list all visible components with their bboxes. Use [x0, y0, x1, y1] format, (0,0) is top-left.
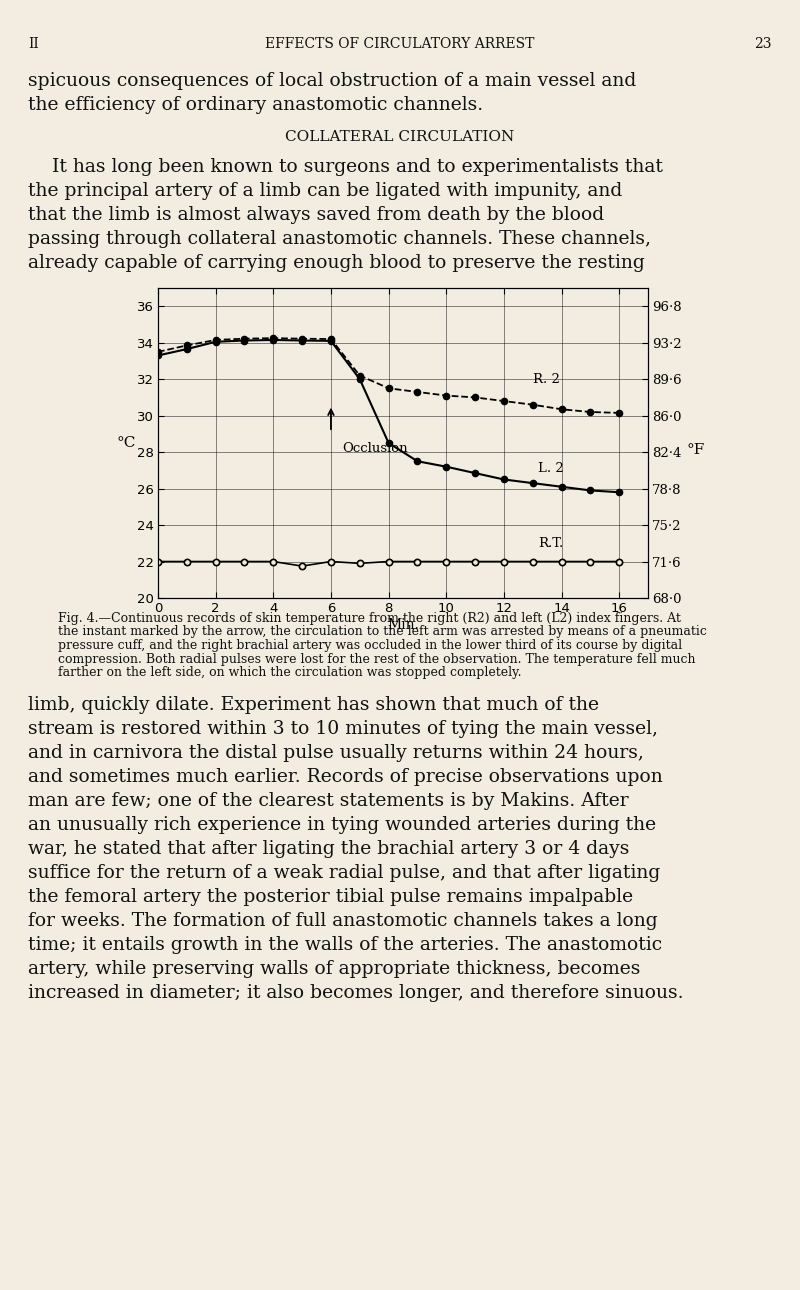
Text: the femoral artery the posterior tibial pulse remains impalpable: the femoral artery the posterior tibial …: [28, 888, 633, 906]
Text: R. 2: R. 2: [533, 373, 559, 386]
Text: EFFECTS OF CIRCULATORY ARREST: EFFECTS OF CIRCULATORY ARREST: [266, 37, 534, 52]
Text: It has long been known to surgeons and to experimentalists that: It has long been known to surgeons and t…: [28, 157, 663, 175]
Text: passing through collateral anastomotic channels. These channels,: passing through collateral anastomotic c…: [28, 230, 651, 248]
Text: farther on the left side, on which the circulation was stopped completely.: farther on the left side, on which the c…: [58, 666, 522, 679]
Text: and sometimes much earlier. Records of precise observations upon: and sometimes much earlier. Records of p…: [28, 768, 662, 786]
Text: the instant marked by the arrow, the circulation to the left arm was arrested by: the instant marked by the arrow, the cir…: [58, 626, 707, 639]
Text: an unusually rich experience in tying wounded arteries during the: an unusually rich experience in tying wo…: [28, 815, 656, 833]
Text: man are few; one of the clearest statements is by Makins. After: man are few; one of the clearest stateme…: [28, 792, 629, 810]
Text: for weeks. The formation of full anastomotic channels takes a long: for weeks. The formation of full anastom…: [28, 912, 658, 930]
Text: that the limb is almost always saved from death by the blood: that the limb is almost always saved fro…: [28, 206, 604, 224]
Text: and in carnivora the distal pulse usually returns within 24 hours,: and in carnivora the distal pulse usuall…: [28, 743, 644, 761]
Text: Occlusion: Occlusion: [342, 442, 408, 455]
Text: II: II: [28, 37, 38, 52]
Text: COLLATERAL CIRCULATION: COLLATERAL CIRCULATION: [286, 130, 514, 144]
X-axis label: Min.: Min.: [387, 618, 419, 632]
Text: suffice for the return of a weak radial pulse, and that after ligating: suffice for the return of a weak radial …: [28, 863, 660, 881]
Text: compression. Both radial pulses were lost for the rest of the observation. The t: compression. Both radial pulses were los…: [58, 653, 695, 666]
Text: war, he stated that after ligating the brachial artery 3 or 4 days: war, he stated that after ligating the b…: [28, 840, 630, 858]
Text: the efficiency of ordinary anastomotic channels.: the efficiency of ordinary anastomotic c…: [28, 95, 483, 114]
Text: pressure cuff, and the right brachial artery was occluded in the lower third of : pressure cuff, and the right brachial ar…: [58, 639, 682, 651]
Text: stream is restored within 3 to 10 minutes of tying the main vessel,: stream is restored within 3 to 10 minute…: [28, 720, 658, 738]
Text: artery, while preserving walls of appropriate thickness, becomes: artery, while preserving walls of approp…: [28, 960, 640, 978]
Text: limb, quickly dilate. Experiment has shown that much of the: limb, quickly dilate. Experiment has sho…: [28, 695, 599, 713]
Text: the principal artery of a limb can be ligated with impunity, and: the principal artery of a limb can be li…: [28, 182, 622, 200]
Y-axis label: °F: °F: [686, 442, 705, 457]
Text: increased in diameter; it also becomes longer, and therefore sinuous.: increased in diameter; it also becomes l…: [28, 983, 683, 1001]
Text: 23: 23: [754, 37, 772, 52]
Y-axis label: °C: °C: [116, 436, 135, 450]
Text: Fig. 4.—Continuous records of skin temperature from the right (R2) and left (L2): Fig. 4.—Continuous records of skin tempe…: [58, 611, 681, 624]
Text: spicuous consequences of local obstruction of a main vessel and: spicuous consequences of local obstructi…: [28, 72, 636, 90]
Text: time; it entails growth in the walls of the arteries. The anastomotic: time; it entails growth in the walls of …: [28, 935, 662, 953]
Text: R.T.: R.T.: [538, 537, 564, 550]
Text: L. 2: L. 2: [538, 462, 564, 475]
Text: already capable of carrying enough blood to preserve the resting: already capable of carrying enough blood…: [28, 254, 645, 272]
